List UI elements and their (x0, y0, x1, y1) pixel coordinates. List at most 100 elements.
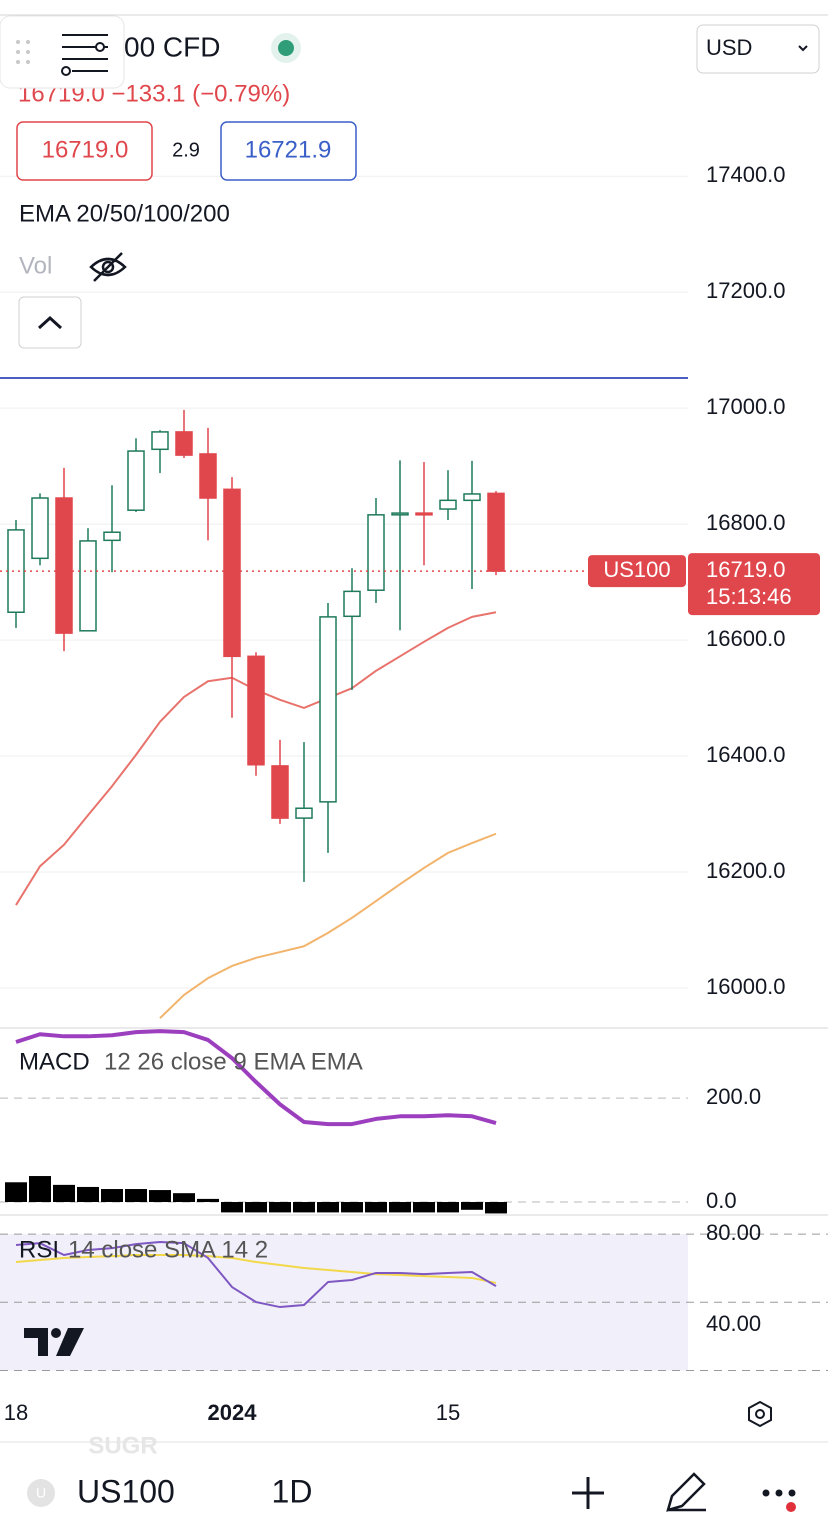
x-tick-label: 18 (4, 1400, 28, 1425)
macd-histogram-bar (197, 1198, 219, 1203)
rsi-sma-line (15, 1254, 497, 1284)
macd-histogram-bar (29, 1176, 51, 1203)
macd-line (15, 1029, 497, 1127)
price-badge (688, 553, 820, 616)
spread: 2.9 (172, 139, 200, 161)
macd-histogram-bar (389, 1202, 411, 1213)
pane-params: 12 26 close 9 EMA EMA (104, 1048, 363, 1075)
candle-body (55, 497, 73, 634)
y-tick-label: 0.0 (706, 1188, 737, 1213)
candle-body (367, 514, 385, 591)
chevron (798, 45, 808, 52)
hidden-icon[interactable] (89, 252, 127, 282)
macd-histogram-bar (149, 1190, 171, 1203)
draw-icon[interactable] (666, 1472, 706, 1512)
y-tick-label: 16400.0 (706, 742, 786, 767)
settings-icon[interactable] (748, 1400, 772, 1428)
candle-body (103, 531, 121, 542)
countdown: 15:13:46 (706, 584, 792, 609)
rsi-line (15, 1241, 497, 1309)
buy-button[interactable] (220, 121, 357, 181)
candle-body (391, 512, 409, 516)
buy-price: 16721.9 (245, 136, 332, 163)
candle-body (415, 512, 433, 516)
candle-body (199, 453, 217, 499)
candle-body (223, 488, 241, 658)
macd-histogram-bar (485, 1202, 507, 1214)
candle-body (343, 590, 361, 618)
settings-icon-center (755, 1409, 765, 1419)
candle-body (319, 616, 337, 803)
candle-body (463, 493, 481, 502)
y-tick-label: 16200.0 (706, 858, 786, 883)
price-badge-text: 16719.0 (706, 557, 786, 582)
volume-label: Vol (19, 252, 52, 279)
tradingview-logo (24, 1328, 84, 1356)
plot-area: 16000.0 16200.0 16400.0 16600.0 16800.0 17000… (0, 162, 828, 1425)
sell-button[interactable] (16, 121, 153, 181)
pane-params: 14 close SMA 14 2 (68, 1236, 268, 1263)
candle-body (7, 529, 25, 613)
y-tick-label: 40.00 (706, 1311, 761, 1336)
pane-title: MACD (19, 1048, 90, 1075)
x-tick-label: 2024 (208, 1400, 258, 1425)
macd-histogram-bar (173, 1193, 195, 1203)
macd-histogram-bar (77, 1186, 99, 1203)
candle-body (271, 765, 289, 819)
symbol-badge (588, 555, 686, 588)
macd-histogram-bar (437, 1202, 459, 1213)
macd-histogram-bar (53, 1184, 75, 1203)
avatar[interactable] (27, 1479, 55, 1507)
more-icon[interactable] (762, 1489, 796, 1497)
currency-select[interactable] (696, 24, 820, 74)
candle-body (175, 431, 193, 456)
macd-histogram-bar (221, 1202, 243, 1213)
add-icon[interactable] (572, 1477, 604, 1509)
macd-histogram-bar (365, 1202, 387, 1213)
macd-histogram-bar (245, 1202, 267, 1213)
candle-body (79, 540, 97, 632)
collapse-icon (37, 315, 63, 330)
notification-dot (786, 1502, 796, 1512)
candle-body (487, 492, 505, 572)
symbol-badge-text: US100 (603, 557, 670, 582)
y-tick-label: 16800.0 (706, 510, 786, 535)
symbol-title: 00 CFD (124, 31, 220, 62)
pane-title: RSI (19, 1236, 59, 1263)
y-tick-label: 16600.0 (706, 626, 786, 651)
candle-body (439, 499, 457, 510)
candle-body (127, 450, 145, 511)
indicator-label: EMA 20/50/100/200 (19, 200, 230, 227)
macd-histogram-bar (461, 1202, 483, 1210)
sell-price: 16719.0 (42, 136, 129, 163)
y-tick-label: 200.0 (706, 1084, 761, 1109)
drag-handle (16, 40, 30, 64)
ghost-text: SUGR (88, 1432, 157, 1459)
macd-histogram-bar (341, 1202, 363, 1213)
x-tick-label: 15 (436, 1400, 460, 1425)
candle-body (247, 655, 265, 766)
y-tick-label: 17400.0 (706, 162, 786, 187)
candle-body (295, 807, 313, 819)
ema-line (159, 832, 497, 1019)
y-tick-label: 16000.0 (706, 974, 786, 999)
candle-body (31, 497, 49, 560)
currency: USD (706, 35, 752, 60)
y-tick-label: 17200.0 (706, 278, 786, 303)
y-tick-label: 80.00 (706, 1220, 761, 1245)
macd-histogram-bar (293, 1202, 315, 1213)
macd-histogram-bar (317, 1202, 339, 1213)
candle-body (151, 431, 169, 451)
collapse-button[interactable] (18, 296, 82, 349)
macd-histogram-bar (125, 1189, 147, 1203)
macd-histogram-bar (101, 1189, 123, 1203)
y-tick-label: 17000.0 (706, 394, 786, 419)
macd-histogram-bar (413, 1202, 435, 1213)
toolbar-symbol[interactable]: US100 (77, 1473, 175, 1509)
macd-histogram-bar (5, 1182, 27, 1203)
toolbar-interval[interactable]: 1D (272, 1473, 313, 1509)
macd-histogram-bar (269, 1202, 291, 1213)
status-dot (278, 40, 294, 56)
menu-icon[interactable] (61, 34, 108, 76)
